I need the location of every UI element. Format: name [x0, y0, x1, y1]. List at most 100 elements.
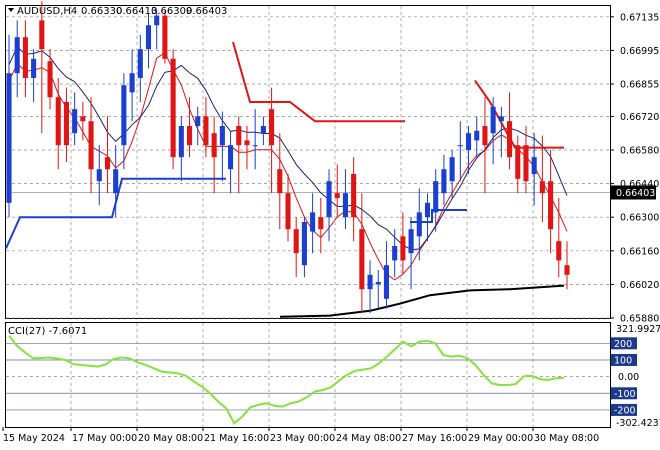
- candle: [22, 20, 28, 98]
- candle-body: [186, 126, 193, 146]
- candle: [72, 92, 78, 146]
- candle: [556, 198, 562, 278]
- candle: [465, 126, 472, 174]
- high-value: 0.66413: [116, 6, 157, 17]
- candle-body: [178, 126, 184, 158]
- candle: [154, 10, 160, 50]
- candle-body: [441, 169, 447, 194]
- cci-level-box: [611, 353, 637, 366]
- candle-body: [22, 37, 28, 78]
- candle: [515, 135, 521, 194]
- candle-body: [400, 236, 406, 261]
- candle-body: [383, 265, 390, 299]
- candle: [80, 102, 86, 141]
- trend-step-line: [474, 79, 564, 149]
- candle-body: [523, 145, 529, 182]
- trend-step-line: [5, 177, 226, 249]
- candle-body: [31, 58, 37, 78]
- candle-body: [359, 229, 365, 290]
- candle: [498, 106, 504, 158]
- candle-body: [244, 140, 250, 146]
- cci-label: CCI(27) -7.6071: [8, 326, 87, 337]
- candle: [441, 154, 447, 206]
- cci-max-label: 321.9927: [616, 324, 660, 335]
- candle: [31, 49, 37, 102]
- cci-level-box: [611, 387, 637, 400]
- price-tick-label: 0.66580: [620, 146, 659, 157]
- cci-level-label: -200: [614, 405, 636, 416]
- candle-body: [539, 181, 545, 194]
- candle-body: [129, 73, 135, 93]
- candle: [359, 193, 365, 314]
- candle: [219, 111, 225, 182]
- time-tick-label: 15 May 2024: [3, 433, 65, 444]
- candles: [6, 1, 570, 314]
- candle-body: [55, 97, 61, 146]
- candle-body: [326, 181, 332, 218]
- candle: [416, 188, 422, 261]
- cci-level-label: 0.00: [618, 372, 639, 383]
- candle-body: [236, 126, 242, 146]
- candle: [351, 157, 357, 242]
- candle-body: [490, 106, 496, 134]
- price-tick-label: 0.67135: [620, 12, 659, 23]
- candle: [318, 198, 324, 254]
- candle-body: [342, 193, 348, 218]
- candle-body: [269, 109, 275, 146]
- candle: [195, 106, 201, 146]
- candle-body: [465, 133, 472, 150]
- candle-body: [72, 109, 78, 134]
- candle: [39, 1, 45, 134]
- candle: [211, 116, 217, 194]
- candle: [178, 116, 184, 182]
- price-tick-label: 0.66720: [620, 112, 659, 123]
- candle: [96, 145, 102, 206]
- candle: [490, 97, 496, 165]
- cci-indicator: [8, 335, 565, 425]
- candle: [203, 97, 209, 158]
- candle: [269, 87, 275, 194]
- price-tick-label: 0.66020: [620, 280, 659, 291]
- candle-body: [318, 217, 324, 230]
- cci-level-label: 100: [614, 355, 632, 366]
- cci-level-lines: [6, 342, 610, 411]
- candle: [285, 174, 291, 242]
- candle: [186, 97, 193, 158]
- candle: [482, 97, 488, 194]
- cci-line: [8, 335, 565, 425]
- candle-body: [507, 121, 513, 158]
- candle-body: [14, 37, 20, 74]
- time-tick-label: 24 May 08:00: [336, 433, 401, 444]
- candle: [137, 34, 143, 102]
- candle: [433, 169, 439, 232]
- candle-body: [104, 157, 111, 170]
- candle: [129, 49, 135, 122]
- candle-body: [474, 130, 480, 141]
- cci-level-label: 200: [614, 339, 632, 350]
- time-tick-label: 21 May 16:00: [204, 433, 269, 444]
- cci-level-label: -100: [614, 389, 636, 400]
- candle-body: [408, 229, 414, 254]
- current-price-label: 0.66403: [616, 188, 655, 199]
- candle-body: [121, 85, 127, 146]
- price-tick-label: 0.66855: [620, 80, 659, 91]
- candle-body: [433, 181, 439, 213]
- candle-body: [367, 274, 373, 290]
- time-tick-label: 23 May 00:00: [270, 433, 335, 444]
- candle-body: [457, 145, 463, 147]
- dropdown-arrow-icon[interactable]: [8, 8, 14, 12]
- candle: [400, 212, 406, 275]
- candle: [47, 49, 53, 110]
- candle: [277, 133, 283, 230]
- candle-body: [203, 116, 209, 146]
- candle-body: [96, 169, 102, 182]
- cci-level-box: [611, 403, 637, 416]
- candle-body: [162, 15, 168, 59]
- candle-body: [211, 133, 217, 158]
- candle-body: [88, 121, 94, 170]
- candle-body: [449, 157, 455, 182]
- candle: [392, 229, 398, 278]
- candle-body: [531, 157, 537, 174]
- time-tick-label: 20 May 08:00: [138, 433, 203, 444]
